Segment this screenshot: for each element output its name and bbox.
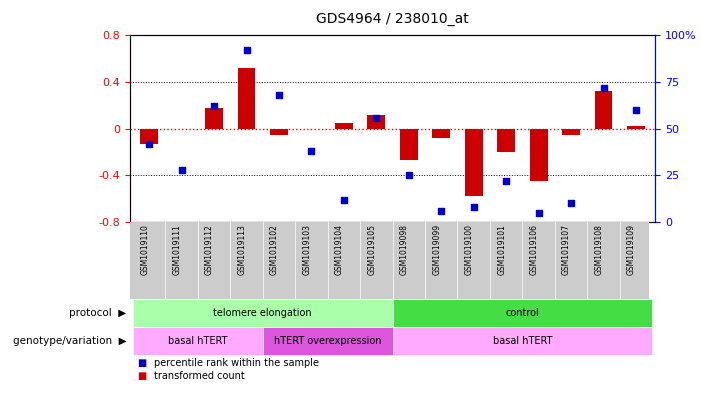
Point [306, 148, 317, 154]
Text: basal hTERT: basal hTERT [493, 336, 552, 346]
Text: GSM1019101: GSM1019101 [497, 224, 506, 275]
Text: GSM1019112: GSM1019112 [205, 224, 214, 274]
Text: GSM1019102: GSM1019102 [270, 224, 279, 275]
Bar [627, 127, 645, 129]
Bar [393, 327, 652, 355]
Text: telomere elongation: telomere elongation [213, 308, 312, 318]
Bar [367, 115, 386, 129]
Text: GSM1019109: GSM1019109 [627, 224, 636, 275]
Bar [433, 129, 450, 138]
Text: GSM1019098: GSM1019098 [400, 224, 409, 275]
Point [176, 167, 187, 173]
Point [598, 84, 609, 91]
Point [468, 204, 479, 210]
Text: ■: ■ [137, 358, 146, 368]
Point [630, 107, 641, 113]
Bar [562, 129, 580, 134]
Text: GSM1019108: GSM1019108 [594, 224, 604, 275]
Bar [497, 129, 515, 152]
Text: GSM1019099: GSM1019099 [433, 224, 441, 275]
Text: GSM1019107: GSM1019107 [562, 224, 571, 275]
Bar [133, 327, 263, 355]
Text: protocol  ▶: protocol ▶ [69, 308, 126, 318]
Bar [335, 123, 353, 129]
Text: GSM1019111: GSM1019111 [172, 224, 182, 274]
Bar [393, 299, 652, 327]
Text: percentile rank within the sample: percentile rank within the sample [154, 358, 319, 368]
Bar [270, 129, 288, 134]
Text: GSM1019104: GSM1019104 [335, 224, 344, 275]
Text: GSM1019103: GSM1019103 [302, 224, 311, 275]
Text: GDS4964 / 238010_at: GDS4964 / 238010_at [316, 12, 469, 26]
Point [241, 47, 252, 53]
Bar [140, 129, 158, 144]
Bar [130, 222, 649, 299]
Bar [133, 299, 393, 327]
Text: genotype/variation  ▶: genotype/variation ▶ [13, 336, 126, 346]
Bar [594, 91, 613, 129]
Bar [205, 108, 223, 129]
Bar [530, 129, 547, 181]
Text: GSM1019110: GSM1019110 [140, 224, 149, 275]
Point [566, 200, 577, 207]
Text: control: control [505, 308, 539, 318]
Point [339, 196, 350, 203]
Text: GSM1019106: GSM1019106 [529, 224, 538, 275]
Point [144, 140, 155, 147]
Point [435, 208, 447, 214]
Bar [400, 129, 418, 160]
Point [208, 103, 219, 109]
Text: GSM1019100: GSM1019100 [465, 224, 474, 275]
Point [273, 92, 285, 98]
Bar [465, 129, 482, 196]
Point [501, 178, 512, 184]
Text: transformed count: transformed count [154, 371, 245, 382]
Text: hTERT overexpression: hTERT overexpression [274, 336, 381, 346]
Text: ■: ■ [137, 371, 146, 382]
Text: GSM1019113: GSM1019113 [238, 224, 247, 275]
Bar [238, 68, 255, 129]
Text: basal hTERT: basal hTERT [168, 336, 228, 346]
Text: GSM1019105: GSM1019105 [367, 224, 376, 275]
Point [403, 172, 414, 178]
Bar [263, 327, 393, 355]
Point [533, 209, 544, 216]
Point [371, 114, 382, 121]
